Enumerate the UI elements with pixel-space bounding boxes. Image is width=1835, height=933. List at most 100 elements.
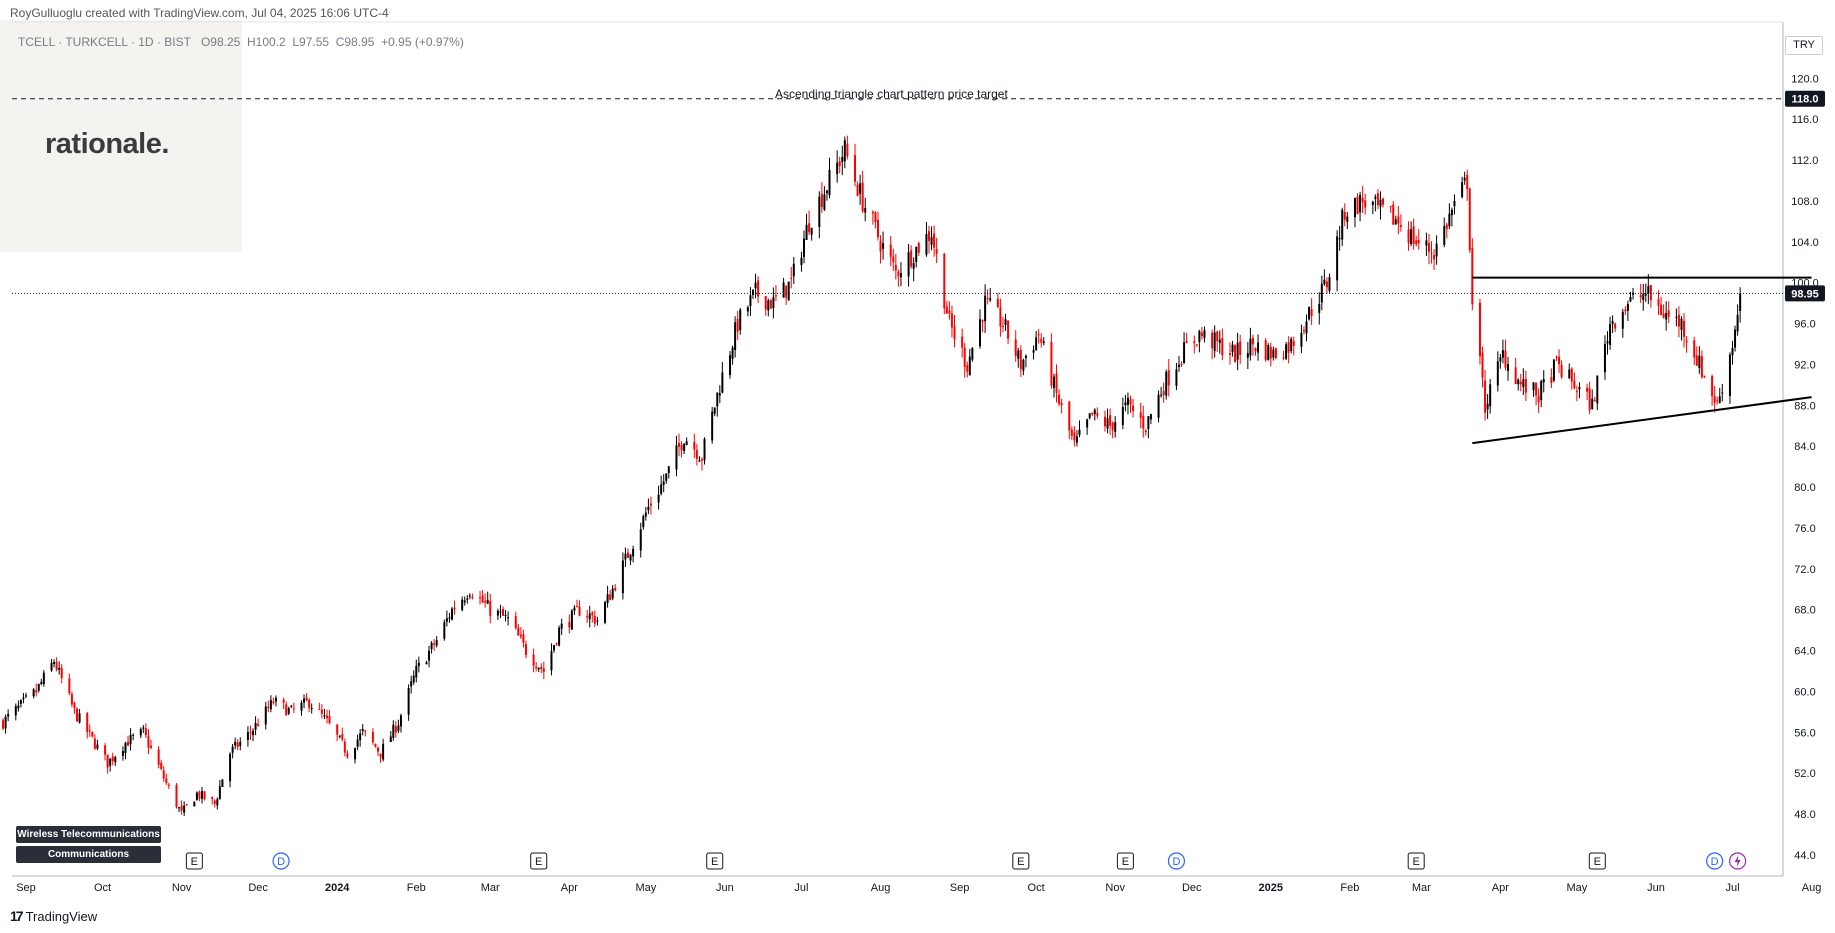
candle-body [239,741,242,747]
candle-body [1318,303,1321,313]
y-tick-label: 68.0 [1794,605,1815,617]
candle-body [698,460,701,462]
candle-body [882,243,885,249]
candle-body [305,697,308,701]
candle-body [1320,283,1323,303]
candle-body [425,662,428,665]
candle-body [1037,334,1040,336]
candle-body [25,695,27,697]
candle-body [1073,432,1076,441]
candle-body [1216,331,1219,342]
candle-body [680,445,683,451]
candle-body [1267,345,1270,361]
candle-body [1162,391,1165,395]
candle-body [746,307,749,312]
sector-tag[interactable]: Communications [16,846,161,863]
candle-body [450,608,453,620]
candle-body [1550,376,1553,383]
candle-body [586,616,589,618]
candle-body [1415,240,1418,245]
candle-body [42,672,45,685]
earnings-marker [1012,852,1030,870]
candle-body [443,622,446,639]
candle-body [35,690,38,693]
candle-body [471,597,474,599]
candle-body [700,459,703,461]
candle-body [433,643,436,645]
candle-body [1578,387,1581,390]
candle-body [1397,216,1400,224]
industry-tag[interactable]: Wireless Telecommunications [16,826,161,843]
candle-body [1552,359,1555,381]
x-tick-label: 2025 [1259,882,1283,894]
candle-body [1392,204,1395,225]
x-tick-label: Jun [716,882,734,894]
candle-body [73,702,76,709]
y-tick-label: 104.0 [1791,237,1819,249]
candle-body [364,730,367,732]
candle-body [415,665,418,678]
candle-body [1461,182,1464,198]
candle-body [60,667,63,679]
candle-body [249,732,252,734]
candle-body [428,650,431,661]
candle-body [542,668,545,672]
candle-body [1165,371,1168,396]
candle-body [894,264,897,271]
symbol-name[interactable]: TCELL · TURKCELL · 1D · BIST [18,35,191,49]
candle-body [484,600,487,603]
candle-body [1621,311,1624,329]
candle-body [221,779,224,788]
dividend-marker-label: D [1172,856,1180,868]
candle-body [1453,200,1456,207]
candle-body [1111,422,1114,430]
candle-body [1032,350,1035,353]
candle-body [1698,355,1701,368]
footer-text: TradingView [25,908,98,924]
candle-body [1346,216,1349,222]
candle-body [1292,341,1295,346]
candle-body [751,289,754,295]
currency-selector[interactable]: TRY [1785,36,1823,55]
candle-body [1675,316,1678,318]
candle-body [1124,402,1127,406]
x-tick-label: May [635,882,656,894]
candle-body [132,734,135,736]
candle-body [1524,378,1527,393]
candle-body [626,552,629,558]
candle-body [338,735,341,737]
last-price-label: 98.95 [1791,288,1819,300]
candle-body [58,667,61,670]
candle-body [1177,364,1180,368]
candle-body [963,347,966,367]
candle-body [1157,394,1160,418]
ohlc-low: L97.55 [292,35,330,49]
candle-body [1285,344,1288,359]
candle-body [502,608,505,616]
earnings-marker-label: E [191,856,198,868]
candle-body [1683,320,1686,337]
candle-body [201,791,204,799]
candle-body [1389,205,1392,207]
candle-body [823,194,826,210]
candle-body [1042,341,1045,344]
dividend-marker-label: D [277,856,285,868]
candle-body [1353,197,1356,218]
candle-body [410,681,413,687]
candle-body [445,618,448,622]
candle-body [341,734,344,740]
candle-body [861,182,864,212]
candle-body [37,683,40,691]
candle-body [1560,364,1563,378]
candle-body [629,554,632,561]
candle-body [1496,361,1499,386]
candle-body [859,183,862,194]
candle-body [1632,292,1635,295]
candle-body [22,697,25,700]
candle-body [843,140,846,162]
candle-body [236,742,239,748]
candle-body [1060,402,1063,405]
candle-body [1035,337,1038,351]
candle-body [1568,369,1571,379]
